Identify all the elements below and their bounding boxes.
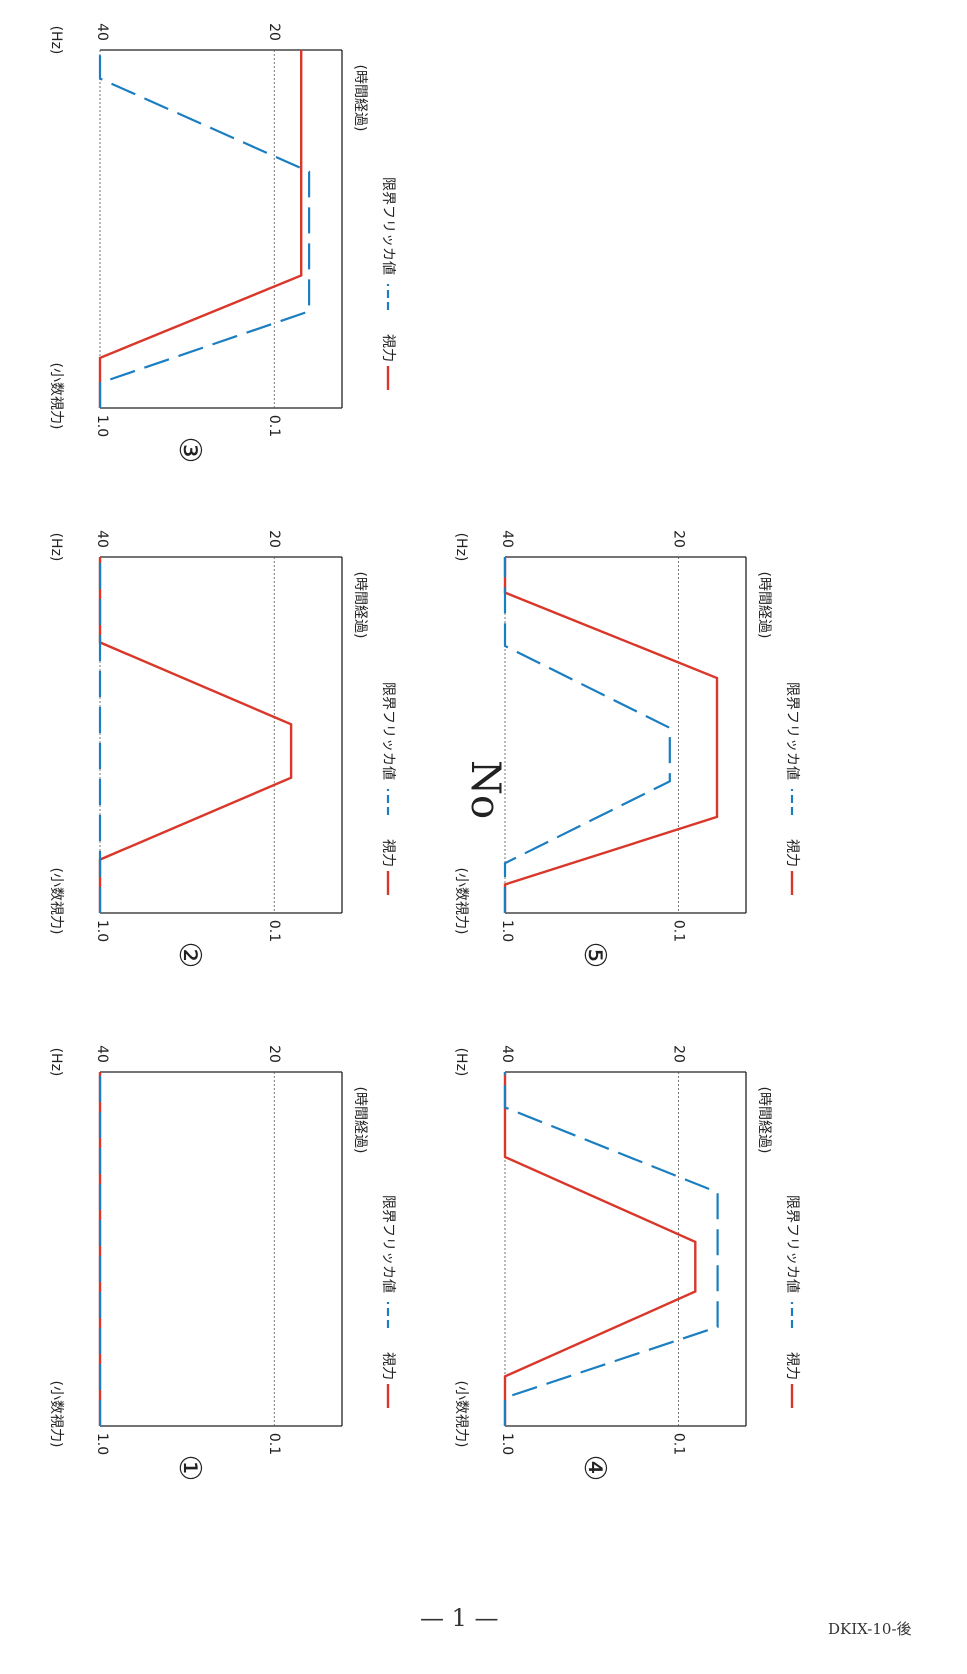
- y-left-axis-label: (小数視力): [48, 1381, 64, 1448]
- x-axis-label: (時間経過): [352, 1087, 368, 1154]
- chart-4: 1.0 0.1 40 20 (小数視力) (Hz) (時間経過) ④ 視力 限界フリッカ値: [453, 1045, 800, 1481]
- series-flicker-line: [98, 50, 311, 408]
- x-axis-label: (時間経過): [756, 1087, 772, 1154]
- y-right-tick-label: 40: [94, 530, 110, 548]
- panel-number: ①: [172, 1455, 207, 1482]
- legend-label-flicker: 限界フリッカ値: [380, 682, 396, 780]
- y-left-tick-label: 0.1: [266, 920, 282, 942]
- y-left-axis-label: (小数視力): [453, 1381, 469, 1448]
- y-right-tick-label: 40: [499, 530, 515, 548]
- x-axis-label: (時間経過): [756, 572, 772, 639]
- y-right-axis-label: (Hz): [48, 533, 64, 562]
- legend-label-flicker: 限界フリッカ値: [784, 682, 800, 780]
- x-axis-label: (時間経過): [352, 65, 368, 132]
- series-visual-acuity-line: [98, 557, 293, 913]
- doc-code: DKIX-10-後: [828, 1620, 912, 1638]
- series-flicker-line: [503, 1072, 719, 1426]
- chart-3: 1.0 0.1 40 20 (小数視力) (Hz) (時間経過) ③ 視力 限界フリッカ値: [48, 23, 396, 463]
- panel-number: ⑤: [577, 942, 612, 969]
- y-right-tick-label: 40: [499, 1045, 515, 1063]
- legend-label-flicker: 限界フリッカ値: [380, 177, 396, 275]
- y-left-axis-label: (小数視力): [48, 868, 64, 935]
- panel-number: ②: [172, 942, 207, 969]
- y-left-axis-label: (小数視力): [48, 363, 64, 430]
- legend-label-visual-acuity: 視力: [380, 1352, 396, 1380]
- y-left-tick-label: 0.1: [266, 1433, 282, 1455]
- y-left-tick-label: 1.0: [94, 415, 110, 437]
- y-left-tick-label: 0.1: [266, 415, 282, 437]
- chart-2: 1.0 0.1 40 20 (小数視力) (Hz) (時間経過) ② 視力 限界フリッカ値: [48, 530, 396, 968]
- legend-label-visual-acuity: 視力: [380, 839, 396, 867]
- y-right-tick-label: 20: [671, 530, 687, 548]
- page-number: — 1 —: [420, 1604, 499, 1632]
- chart-1: 1.0 0.1 40 20 (小数視力) (Hz) (時間経過) ① 視力 限界フリッカ値: [48, 1045, 396, 1481]
- y-right-axis-label: (Hz): [453, 1048, 469, 1077]
- legend-label-visual-acuity: 視力: [784, 839, 800, 867]
- y-left-tick-label: 1.0: [94, 920, 110, 942]
- legend-label-flicker: 限界フリッカ値: [784, 1195, 800, 1293]
- y-right-tick-label: 20: [266, 23, 282, 41]
- series-flicker-line: [503, 557, 671, 913]
- y-right-tick-label: 40: [94, 23, 110, 41]
- y-left-tick-label: 1.0: [499, 1433, 515, 1455]
- chart-5: 1.0 0.1 40 20 (小数視力) (Hz) (時間経過) ⑤ 視力 限界フリッカ値: [453, 530, 800, 968]
- series-visual-acuity-line: [503, 1072, 697, 1426]
- y-right-tick-label: 40: [94, 1045, 110, 1063]
- y-right-axis-label: (Hz): [453, 533, 469, 562]
- y-right-tick-label: 20: [671, 1045, 687, 1063]
- y-left-tick-label: 1.0: [94, 1433, 110, 1455]
- y-right-tick-label: 20: [266, 530, 282, 548]
- panel-number: ③: [172, 437, 207, 464]
- y-left-tick-label: 1.0: [499, 920, 515, 942]
- series-visual-acuity-line: [503, 557, 719, 913]
- x-axis-label: (時間経過): [352, 572, 368, 639]
- legend-label-flicker: 限界フリッカ値: [380, 1195, 396, 1293]
- y-right-axis-label: (Hz): [48, 1048, 64, 1077]
- y-left-tick-label: 0.1: [671, 1433, 687, 1455]
- y-left-axis-label: (小数視力): [453, 868, 469, 935]
- y-right-axis-label: (Hz): [48, 26, 64, 55]
- legend-label-visual-acuity: 視力: [784, 1352, 800, 1380]
- panel-number: ④: [577, 1455, 612, 1482]
- y-right-tick-label: 20: [266, 1045, 282, 1063]
- legend-label-visual-acuity: 視力: [380, 334, 396, 362]
- series-visual-acuity-line: [98, 50, 303, 408]
- y-left-tick-label: 0.1: [671, 920, 687, 942]
